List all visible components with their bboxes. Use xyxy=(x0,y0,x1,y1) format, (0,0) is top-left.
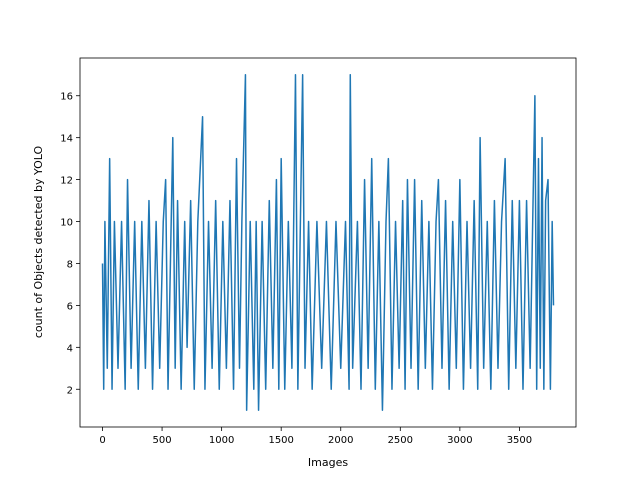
y-axis-label: count of Objects detected by YOLO xyxy=(32,146,45,339)
data-line xyxy=(101,74,555,411)
y-tick-label: 6 xyxy=(67,301,73,312)
y-tick-label: 14 xyxy=(60,134,73,145)
x-tick-label: 1500 xyxy=(268,435,293,446)
y-tick-label: 8 xyxy=(67,259,73,270)
x-tick-label: 3000 xyxy=(447,435,472,446)
x-tick-label: 3500 xyxy=(507,435,532,446)
y-tick-label: 4 xyxy=(67,343,73,354)
y-tick-label: 2 xyxy=(67,385,73,396)
x-tick-label: 1000 xyxy=(209,435,234,446)
y-tick-label: 12 xyxy=(60,176,73,187)
x-axis-label: Images xyxy=(308,456,348,469)
plot-frame xyxy=(79,57,577,428)
y-tick-label: 10 xyxy=(60,218,73,229)
y-tick-label: 16 xyxy=(60,92,73,103)
x-tick-label: 2500 xyxy=(388,435,413,446)
x-tick-label: 0 xyxy=(99,435,105,446)
x-tick-label: 2000 xyxy=(328,435,353,446)
x-tick-label: 500 xyxy=(153,435,172,446)
